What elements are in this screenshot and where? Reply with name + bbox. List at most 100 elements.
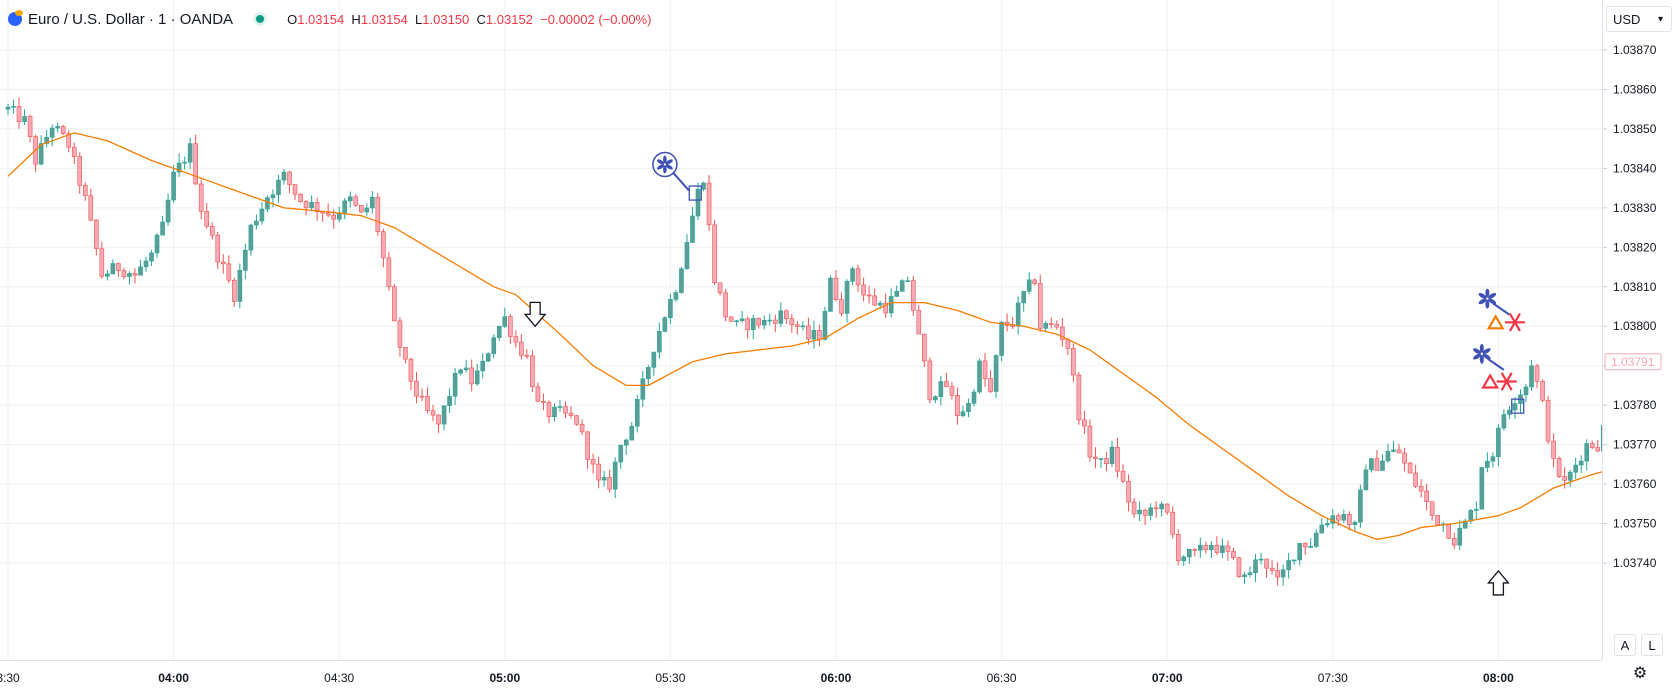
candle-body: [1413, 472, 1418, 487]
candle: [784, 309, 789, 324]
candle-body: [1186, 548, 1192, 558]
candle-body: [982, 360, 988, 379]
candle-body: [806, 325, 811, 340]
candle: [657, 322, 662, 359]
price-axis[interactable]: 1.03870 1.03860 1.03850 1.03840 1.03830 1.038…: [1602, 0, 1677, 660]
candle-body: [1529, 365, 1534, 388]
candle: [1021, 291, 1026, 312]
candle-body: [568, 412, 574, 416]
asterisk-petal: [1488, 298, 1497, 305]
candle-body: [541, 401, 546, 403]
candle: [132, 268, 138, 284]
candle: [336, 206, 342, 223]
candle-body: [1015, 302, 1021, 327]
candle: [1507, 405, 1512, 420]
candle: [1026, 272, 1032, 295]
candle-body: [905, 280, 911, 282]
candle-body: [850, 268, 855, 282]
candle-body: [535, 386, 541, 402]
time-tick-label: 06:30: [987, 671, 1017, 685]
candle: [513, 330, 519, 348]
candle-body: [590, 459, 596, 465]
candle: [215, 232, 221, 269]
candle-body: [1512, 403, 1518, 411]
candle-body: [1120, 470, 1126, 482]
price-tick-label: 1.03840: [1613, 161, 1657, 175]
candle: [254, 214, 259, 230]
candle: [1424, 483, 1429, 511]
candle-body: [817, 330, 822, 340]
candle: [1584, 439, 1590, 471]
candle: [1126, 474, 1131, 512]
candle-body: [215, 234, 221, 263]
candle-body: [966, 403, 971, 412]
candle-body: [1556, 458, 1562, 477]
candle-body: [154, 234, 160, 254]
candle-body: [121, 270, 127, 277]
candle: [55, 122, 60, 133]
candle: [690, 206, 695, 243]
gear-icon[interactable]: ⚙: [1632, 665, 1648, 682]
auto-scale-button[interactable]: A: [1614, 634, 1636, 656]
price-tick-label: 1.03810: [1613, 280, 1657, 294]
time-scale[interactable]: 3:30 04:00 04:30 05:00 05:30 06:00 06:30 07:00 0…: [0, 661, 1602, 693]
candle: [1578, 455, 1584, 473]
market-status-icon[interactable]: [253, 12, 268, 26]
candle-body: [303, 201, 309, 209]
candle-body: [1573, 464, 1578, 473]
candle: [127, 271, 132, 285]
candle: [1148, 503, 1153, 521]
candle-body: [44, 136, 49, 144]
candle-body: [1236, 557, 1242, 577]
candle-body: [723, 292, 728, 318]
currency-button[interactable]: USD ▾: [1606, 6, 1672, 32]
candle-body: [756, 318, 762, 326]
price-scale[interactable]: 1.03870 1.03860 1.03850 1.03840 1.03830 1.038…: [1603, 0, 1677, 660]
asterisk-marker-icon: [652, 151, 690, 192]
candle: [618, 444, 624, 469]
candle-body: [839, 299, 844, 314]
time-axis[interactable]: 3:30 04:00 04:30 05:00 05:30 06:00 06:30 07:00 0…: [0, 660, 1602, 692]
candle: [1308, 538, 1314, 549]
chart-area[interactable]: [0, 0, 1602, 660]
candle-body: [193, 143, 198, 185]
candle-body: [1253, 559, 1258, 574]
candle-body: [248, 224, 254, 251]
candle-body: [1065, 339, 1071, 349]
candle-body: [933, 396, 938, 401]
candle-body: [1209, 544, 1214, 551]
candle: [1186, 548, 1192, 564]
candle-body: [171, 171, 176, 201]
candle: [1198, 537, 1203, 559]
price-tick-label: 1.03750: [1613, 517, 1657, 531]
candle: [1551, 433, 1556, 468]
candle-body: [601, 477, 607, 481]
symbol-title[interactable]: Euro / U.S. Dollar · 1 · OANDA: [28, 10, 234, 28]
candle: [806, 317, 811, 345]
candle: [508, 314, 513, 345]
price-tick-label: 1.03800: [1613, 319, 1657, 333]
low-label: L: [415, 11, 423, 27]
log-scale-button[interactable]: L: [1641, 634, 1663, 656]
price-tick-label: 1.03820: [1613, 240, 1657, 254]
candle: [579, 419, 585, 436]
candle-body: [16, 105, 22, 122]
candle: [1093, 447, 1098, 469]
candle: [1109, 440, 1115, 468]
candle-body: [977, 360, 982, 393]
candle: [1209, 541, 1214, 558]
candle-body: [1308, 546, 1314, 548]
candle-body: [82, 185, 88, 196]
candle-body: [1479, 467, 1485, 510]
price-chart[interactable]: [0, 0, 1602, 660]
candle-body: [1032, 279, 1038, 284]
candle: [1280, 564, 1286, 586]
candle: [1391, 441, 1396, 453]
price-tick-label: 1.03860: [1613, 82, 1657, 96]
candle-body: [187, 143, 193, 163]
candle-body: [1507, 409, 1512, 415]
candle: [1595, 439, 1601, 453]
marker-leader-line: [1487, 358, 1505, 371]
candle-body: [1336, 515, 1341, 521]
candle-body: [325, 212, 331, 216]
